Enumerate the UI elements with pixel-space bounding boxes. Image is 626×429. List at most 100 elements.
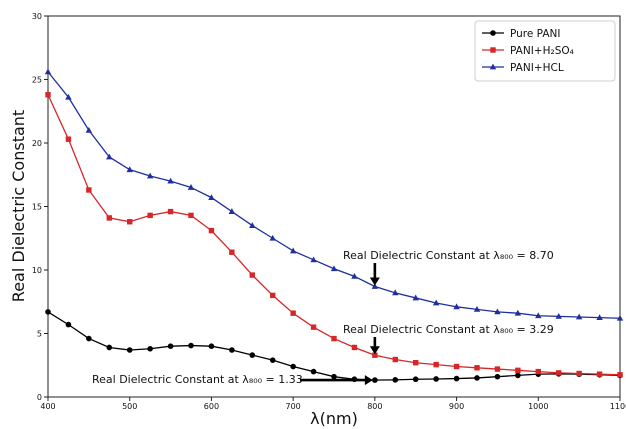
data-point xyxy=(269,357,276,363)
data-point xyxy=(555,312,562,319)
data-point xyxy=(412,376,419,383)
data-point xyxy=(453,375,460,382)
data-point xyxy=(494,373,501,380)
data-point xyxy=(229,249,235,255)
data-point xyxy=(474,365,480,371)
data-point xyxy=(290,310,296,316)
legend-item: Pure PANI xyxy=(482,28,560,40)
data-point xyxy=(65,93,72,100)
data-point xyxy=(86,335,92,342)
data-point xyxy=(473,305,481,312)
y-tick-label: 5 xyxy=(37,330,42,339)
data-point xyxy=(474,375,480,381)
data-point xyxy=(65,136,72,142)
data-point xyxy=(126,347,133,353)
data-point xyxy=(127,219,133,225)
data-point xyxy=(269,234,276,241)
data-point xyxy=(147,345,153,352)
data-point xyxy=(310,368,317,375)
annotation-arrowhead xyxy=(364,375,373,386)
data-point xyxy=(45,92,51,98)
y-tick-label: 20 xyxy=(32,139,42,148)
data-point xyxy=(310,324,317,330)
legend-marker xyxy=(490,47,496,53)
annotation-label: Real Dielectric Constant at λ₈₀₀ = 3.29 xyxy=(343,323,554,336)
data-point xyxy=(616,314,624,321)
data-point xyxy=(433,361,439,368)
y-tick-label: 10 xyxy=(32,266,42,275)
series-line xyxy=(47,71,621,319)
annotation-arrowhead xyxy=(369,346,380,355)
data-point xyxy=(249,222,256,228)
legend: Pure PANI PANI+H₂SO₄ PANI+HCL xyxy=(474,20,616,82)
legend-label: PANI+HCL xyxy=(510,62,564,74)
data-point xyxy=(289,247,297,254)
annotation-label: Real Dielectric Constant at λ₈₀₀ = 1.33 xyxy=(92,373,303,386)
data-point xyxy=(412,294,419,301)
data-point xyxy=(392,356,398,363)
x-tick-label: 400 xyxy=(40,402,55,411)
data-point xyxy=(596,371,603,377)
x-axis-label: λ(nm) xyxy=(310,409,358,428)
legend-item: PANI+HCL xyxy=(482,62,564,74)
x-tick-label: 900 xyxy=(449,402,464,411)
y-tick-label: 30 xyxy=(32,12,42,21)
y-tick-label: 25 xyxy=(32,76,42,85)
annotation-arrowhead xyxy=(369,277,380,286)
data-point xyxy=(85,126,93,133)
data-point xyxy=(494,308,501,315)
data-point xyxy=(188,342,194,349)
data-point xyxy=(208,194,215,201)
annotation-label: Real Dielectric Constant at λ₈₀₀ = 8.70 xyxy=(343,249,554,262)
data-point xyxy=(106,344,113,351)
x-tick-label: 1000 xyxy=(528,402,548,411)
data-point xyxy=(167,208,174,215)
data-point xyxy=(433,376,439,382)
data-point xyxy=(535,368,541,375)
data-point xyxy=(65,321,72,328)
data-point xyxy=(372,352,378,358)
x-tick-label: 800 xyxy=(367,402,382,411)
legend-item: PANI+H₂SO₄ xyxy=(482,45,574,57)
data-point xyxy=(229,347,235,353)
data-point xyxy=(515,372,521,379)
data-point xyxy=(371,283,379,289)
x-tick-label: 600 xyxy=(204,402,219,411)
data-point xyxy=(494,366,501,372)
data-point xyxy=(392,289,399,296)
data-point xyxy=(535,312,542,319)
annotation-layer: Real Dielectric Constant at λ₈₀₀ = 8.70 R… xyxy=(92,249,554,386)
y-axis-label: Real Dielectric Constant xyxy=(9,110,28,302)
series-2 xyxy=(45,92,623,378)
data-point xyxy=(126,166,133,173)
data-point xyxy=(86,187,92,193)
data-point xyxy=(413,360,419,366)
data-point xyxy=(208,343,215,350)
x-tick-label: 500 xyxy=(122,402,137,411)
legend-label: PANI+H₂SO₄ xyxy=(510,45,574,57)
data-point xyxy=(576,370,582,377)
legend-label: Pure PANI xyxy=(510,28,560,40)
legend-box xyxy=(474,20,616,82)
data-point xyxy=(290,363,296,370)
data-point xyxy=(44,68,52,75)
data-point xyxy=(453,303,460,310)
data-point xyxy=(453,363,460,370)
data-point xyxy=(514,309,522,316)
data-point xyxy=(208,227,215,234)
data-point xyxy=(106,215,112,221)
data-point xyxy=(372,377,378,383)
series-3 xyxy=(44,68,624,321)
legend-marker xyxy=(490,30,496,36)
data-point xyxy=(330,265,338,272)
data-point xyxy=(556,370,562,376)
data-point xyxy=(432,299,440,306)
data-point xyxy=(331,335,337,342)
data-point xyxy=(515,367,521,374)
data-point xyxy=(228,208,236,214)
data-point xyxy=(249,352,256,358)
data-point xyxy=(249,272,255,278)
data-point xyxy=(331,373,337,380)
data-point xyxy=(270,292,276,299)
